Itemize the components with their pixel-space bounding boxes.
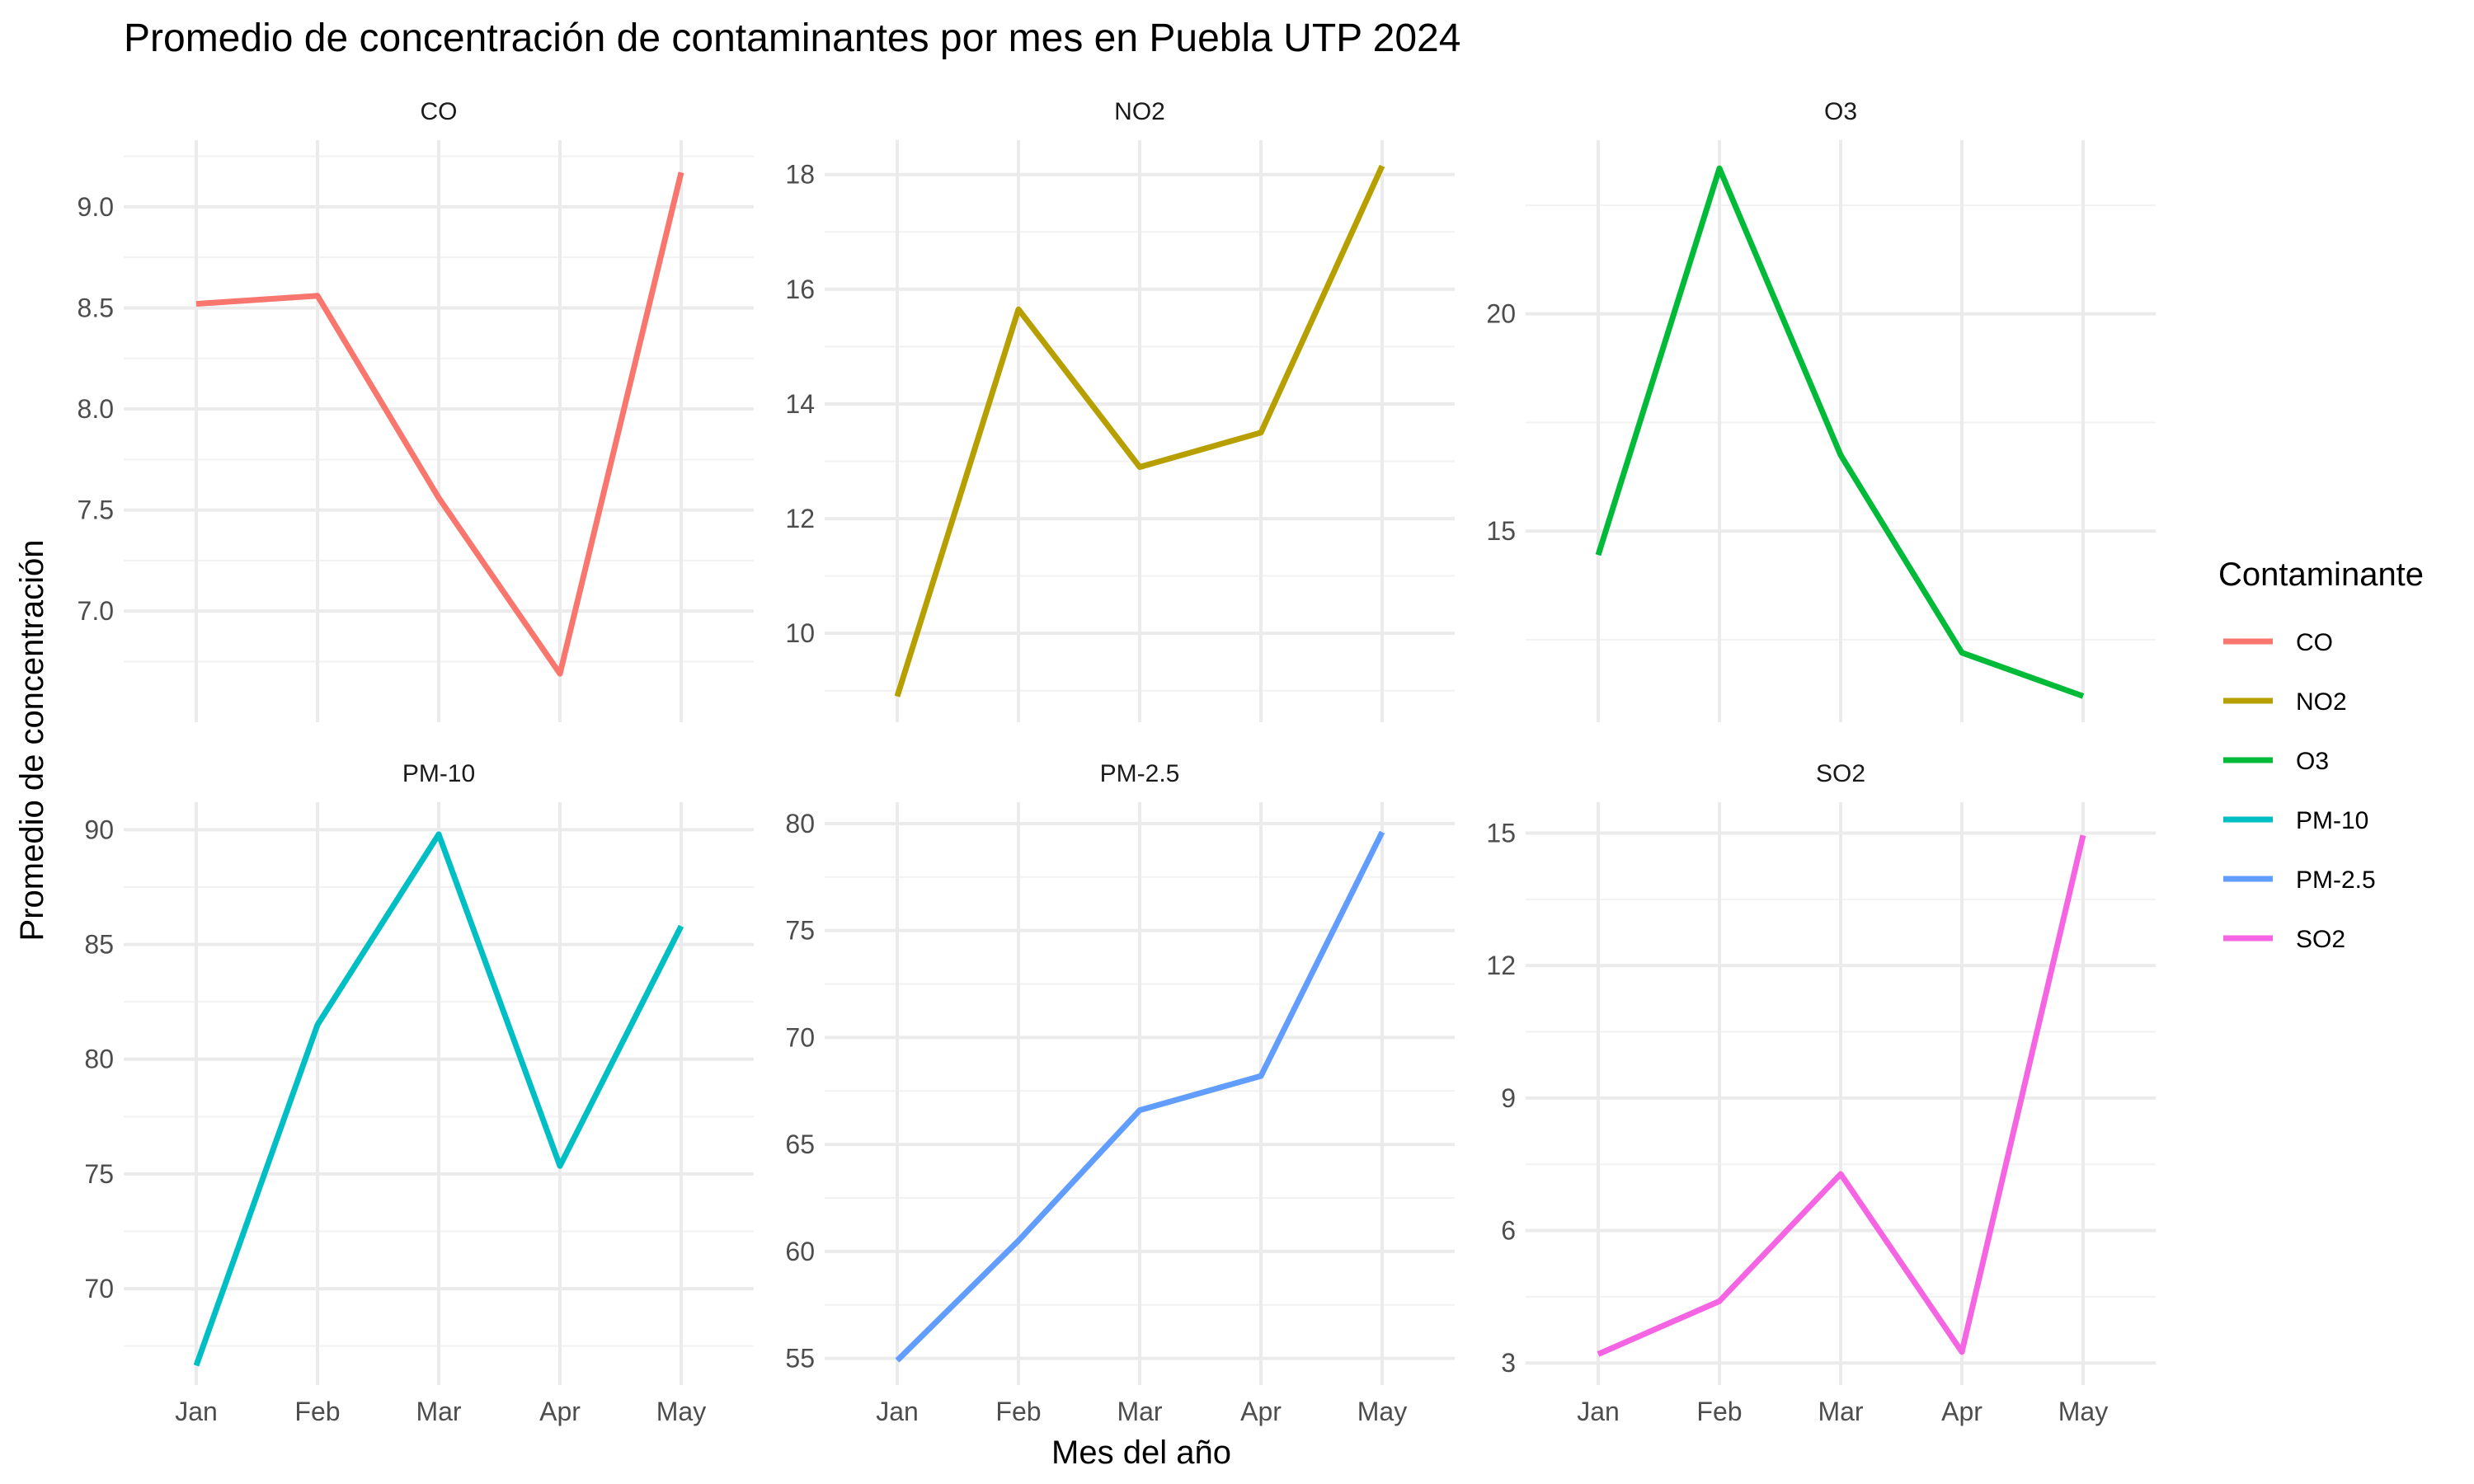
- y-tick-label: 80: [84, 1045, 114, 1074]
- y-tick-label: 65: [785, 1129, 815, 1159]
- x-tick-label: Feb: [1696, 1397, 1742, 1426]
- y-tick-label: 14: [785, 389, 815, 419]
- y-tick-label: 90: [84, 815, 114, 844]
- legend-label: SO2: [2296, 926, 2345, 953]
- series-line-so2: [1597, 834, 2086, 1357]
- y-tick-label: 8.5: [78, 293, 114, 322]
- x-tick-label: Apr: [1240, 1397, 1282, 1426]
- y-tick-label: 12: [1486, 951, 1516, 980]
- panel-so2: 3 6 9 12 15 Jan Feb Mar Apr May SO2: [1486, 760, 2156, 1426]
- y-tick-label: 10: [785, 618, 815, 648]
- legend-label: NO2: [2296, 688, 2347, 716]
- y-tick-label: 55: [785, 1344, 815, 1374]
- panel-no2: 10 12 14 16 18 NO2: [785, 98, 1455, 722]
- legend-item-co: CO: [2223, 629, 2333, 656]
- y-tick-label: 15: [1486, 516, 1516, 546]
- y-axis-title: Promedio de concentración: [14, 540, 50, 942]
- y-tick-label: 75: [785, 916, 815, 946]
- x-tick-label: May: [1357, 1397, 1407, 1426]
- y-tick-label: 60: [785, 1237, 815, 1266]
- x-tick-label: Jan: [175, 1397, 218, 1426]
- x-axis-title: Mes del año: [1051, 1435, 1231, 1471]
- y-tick-label: 70: [84, 1274, 114, 1303]
- series-line-pm-2-5: [895, 830, 1385, 1363]
- y-tick-label: 6: [1501, 1216, 1516, 1246]
- chart-title: Promedio de concentración de contaminant…: [124, 16, 1460, 60]
- legend-item-pm-2-5: PM-2.5: [2223, 866, 2376, 894]
- legend-label: O3: [2296, 748, 2329, 775]
- facet-strip-label: SO2: [1816, 760, 1865, 787]
- y-tick-label: 18: [785, 160, 815, 190]
- legend-item-pm-10: PM-10: [2223, 807, 2368, 834]
- panel-o3: 15 20 O3: [1486, 98, 2156, 722]
- y-tick-label: 85: [84, 930, 114, 960]
- panel-pm-10: 70 75 80 85 90 Jan Feb Mar Apr May PM-10: [84, 760, 754, 1426]
- facet-strip-label: PM-2.5: [1100, 760, 1180, 787]
- y-tick-label: 7.0: [78, 596, 114, 626]
- legend-title: Contaminante: [2218, 556, 2424, 593]
- facet-strip-label: PM-10: [402, 760, 475, 787]
- x-tick-label: Feb: [995, 1397, 1041, 1426]
- x-tick-label: Apr: [539, 1397, 581, 1426]
- facet-strip-label: CO: [421, 98, 458, 125]
- x-tick-label: Jan: [1577, 1397, 1620, 1426]
- y-tick-label: 9.0: [78, 192, 114, 222]
- y-tick-label: 20: [1486, 299, 1516, 329]
- x-tick-label: Apr: [1941, 1397, 1982, 1426]
- legend: Contaminante CO NO2 O3 PM-10 PM-2.5 SO2: [2218, 556, 2424, 953]
- series-line-pm-10: [193, 831, 684, 1367]
- x-tick-label: Mar: [1117, 1397, 1162, 1426]
- legend-item-no2: NO2: [2223, 688, 2347, 716]
- y-tick-label: 9: [1501, 1083, 1516, 1113]
- series-line-no2: [894, 164, 1385, 697]
- y-tick-label: 15: [1486, 818, 1516, 848]
- panel-group: 7.0 7.5 8.0 8.5 9.0 CO 10 12 14 16 18 NO2 15 20 O3 70 75…: [78, 98, 2156, 1426]
- y-tick-label: 8.0: [78, 394, 114, 424]
- facet-strip-label: NO2: [1114, 98, 1165, 125]
- y-tick-label: 16: [785, 275, 815, 304]
- x-tick-label: May: [656, 1397, 706, 1426]
- y-tick-label: 75: [84, 1159, 114, 1189]
- series-line-co: [195, 171, 684, 677]
- x-tick-label: Jan: [876, 1397, 919, 1426]
- series-line-o3: [1595, 165, 2085, 699]
- y-tick-label: 7.5: [78, 495, 114, 525]
- panel-co: 7.0 7.5 8.0 8.5 9.0 CO: [78, 98, 754, 722]
- legend-label: PM-10: [2296, 807, 2368, 834]
- legend-item-so2: SO2: [2223, 926, 2345, 953]
- panel-pm-2-5: 55 60 65 70 75 80 Jan Feb Mar Apr May PM-2.5: [785, 760, 1455, 1426]
- y-tick-label: 70: [785, 1022, 815, 1052]
- x-tick-label: Mar: [1818, 1397, 1863, 1426]
- y-tick-label: 12: [785, 504, 815, 533]
- legend-label: CO: [2296, 629, 2333, 656]
- x-tick-label: Mar: [416, 1397, 461, 1426]
- y-tick-label: 80: [785, 809, 815, 838]
- legend-item-o3: O3: [2223, 748, 2329, 775]
- facet-strip-label: O3: [1824, 98, 1857, 125]
- x-tick-label: Feb: [294, 1397, 340, 1426]
- y-tick-label: 3: [1501, 1348, 1516, 1378]
- legend-label: PM-2.5: [2296, 866, 2376, 894]
- x-tick-label: May: [2058, 1397, 2108, 1426]
